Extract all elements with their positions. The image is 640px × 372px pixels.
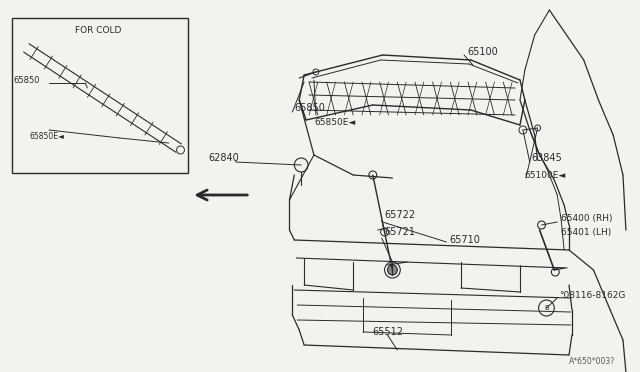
Text: 63845: 63845 — [532, 153, 563, 163]
Text: 65400 (RH): 65400 (RH) — [561, 214, 612, 222]
Text: 65710: 65710 — [449, 235, 480, 245]
Text: 65100: 65100 — [467, 47, 498, 57]
Text: 62840: 62840 — [208, 153, 239, 163]
Circle shape — [387, 265, 397, 275]
Text: 65721: 65721 — [385, 227, 415, 237]
Text: 65850E◄: 65850E◄ — [29, 131, 64, 141]
Text: A*650*003?: A*650*003? — [569, 357, 615, 366]
Text: FOR COLD: FOR COLD — [75, 26, 122, 35]
Text: 65722: 65722 — [385, 210, 416, 220]
Text: 65512: 65512 — [373, 327, 404, 337]
Text: 65850: 65850 — [13, 76, 40, 84]
Text: B: B — [544, 305, 549, 311]
Bar — [12, 18, 188, 173]
Text: 65401 (LH): 65401 (LH) — [561, 228, 611, 237]
Text: °08116-8162G: °08116-8162G — [559, 291, 625, 299]
Text: 65850: 65850 — [294, 103, 325, 113]
Text: 65100E◄: 65100E◄ — [525, 170, 566, 180]
Text: 65850E◄: 65850E◄ — [314, 118, 355, 126]
